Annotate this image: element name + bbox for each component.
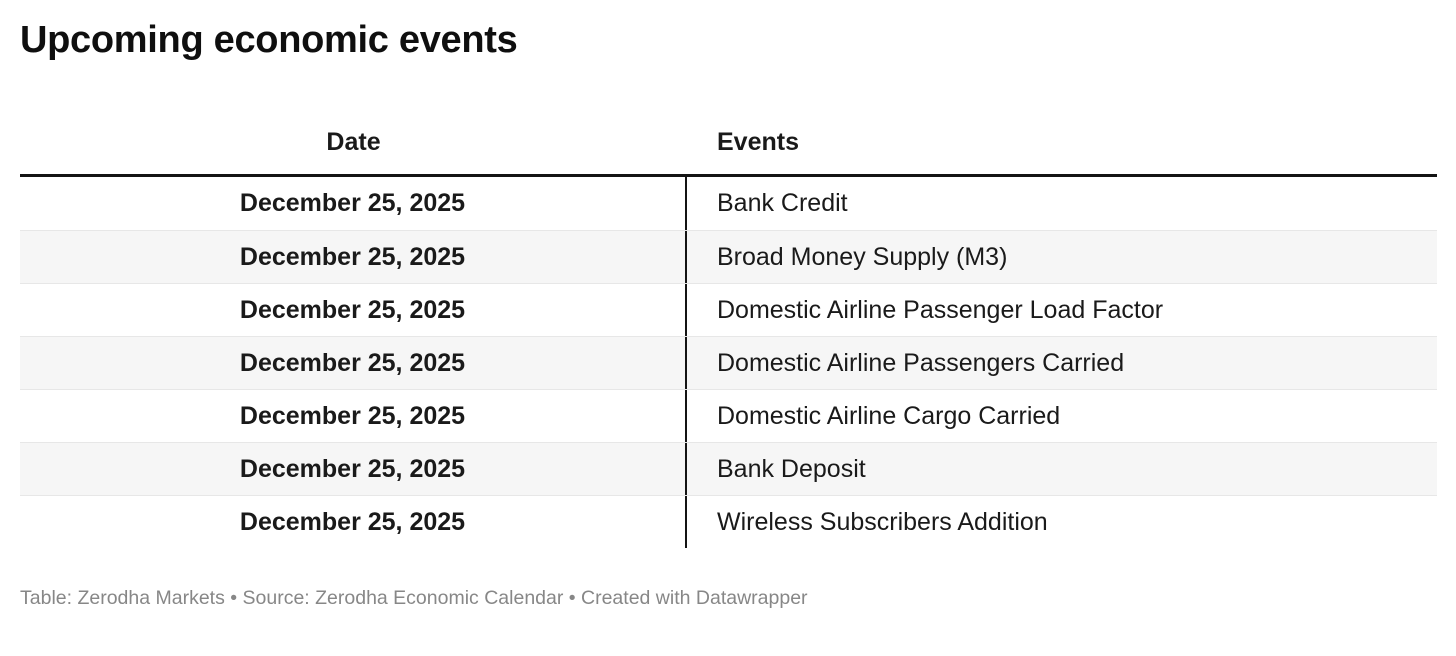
- date-cell: December 25, 2025: [20, 177, 687, 230]
- economic-events-table: Date Events December 25, 2025 Bank Credi…: [20, 110, 1437, 548]
- event-cell: Bank Credit: [717, 189, 848, 217]
- table-row: December 25, 2025 Domestic Airline Passe…: [20, 336, 1437, 389]
- column-header-events: Events: [717, 127, 799, 156]
- table-header-row: Date Events: [20, 110, 1437, 177]
- event-cell: Domestic Airline Passengers Carried: [717, 348, 1125, 377]
- table-row: December 25, 2025 Domestic Airline Cargo…: [20, 389, 1437, 442]
- table-row: December 25, 2025 Broad Money Supply (M3…: [20, 230, 1437, 283]
- date-cell: December 25, 2025: [20, 337, 687, 389]
- table-body: December 25, 2025 Bank Credit December 2…: [20, 177, 1437, 548]
- date-cell: December 25, 2025: [20, 231, 687, 283]
- event-cell: Bank Deposit: [717, 454, 866, 483]
- table-row: December 25, 2025 Bank Deposit: [20, 442, 1437, 495]
- table-row: December 25, 2025 Bank Credit: [20, 177, 1437, 230]
- column-header-date: Date: [326, 127, 381, 156]
- table-visualization: Upcoming economic events Date Events Dec…: [0, 17, 1456, 609]
- date-cell: December 25, 2025: [20, 390, 687, 442]
- attribution-footer: Table: Zerodha Markets • Source: Zerodha…: [20, 587, 808, 609]
- table-row: December 25, 2025 Domestic Airline Passe…: [20, 283, 1437, 336]
- event-cell: Domestic Airline Passenger Load Factor: [717, 295, 1164, 324]
- date-cell: December 25, 2025: [20, 496, 687, 548]
- date-cell: December 25, 2025: [20, 284, 687, 336]
- date-cell: December 25, 2025: [20, 443, 687, 495]
- table-row: December 25, 2025 Wireless Subscribers A…: [20, 495, 1437, 548]
- event-cell: Wireless Subscribers Addition: [717, 507, 1048, 536]
- event-cell: Domestic Airline Cargo Carried: [717, 401, 1061, 430]
- event-cell: Broad Money Supply (M3): [717, 242, 1008, 271]
- page-title: Upcoming economic events: [20, 19, 518, 61]
